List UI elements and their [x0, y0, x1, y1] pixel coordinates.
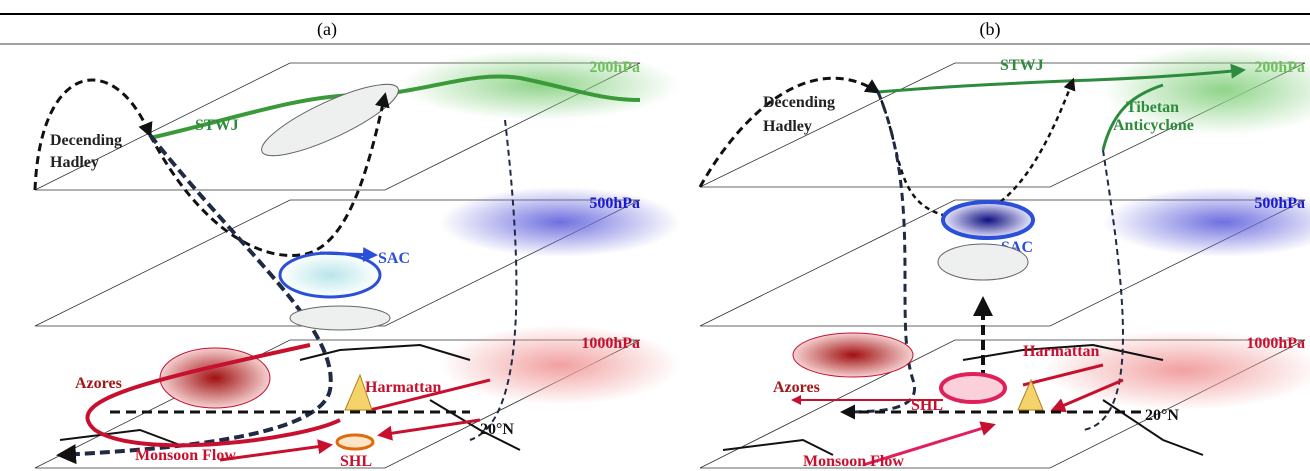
hadley-arrow: [33, 78, 153, 191]
panel-label: (a): [317, 19, 337, 40]
monsoon-label: Monsoon Flow: [803, 453, 904, 470]
level-label: 500hPa: [1254, 195, 1305, 212]
tibetan-label: Tibetan Anticyclone: [1113, 99, 1194, 134]
shade: [440, 325, 680, 405]
cloud: [937, 243, 1029, 281]
sac-label: SAC: [378, 250, 410, 267]
coastline: [59, 343, 521, 451]
jet-label: STWJ: [1000, 57, 1044, 74]
shade: [1103, 45, 1310, 135]
azores-high: [792, 332, 914, 378]
level-label: 1000hPa: [1246, 335, 1305, 352]
harmattan-arrow: [370, 378, 491, 435]
jet-stream: [877, 63, 1246, 94]
harmattan-label: Harmattan: [365, 379, 442, 396]
sac-circle: [941, 200, 1035, 240]
sail-icon: [1017, 378, 1044, 411]
circulation-arrow: [148, 92, 390, 258]
panel-b: 200hPa 500hPa 1000hPa STWJ Tibetan Anticy…: [698, 45, 1310, 470]
shade: [400, 50, 680, 120]
monsoon-arrow: [219, 439, 333, 462]
harmattan-label: Harmattan: [1023, 343, 1100, 360]
level-label: 500hPa: [589, 195, 640, 212]
latitude-label: 20°N: [480, 421, 514, 438]
shl-label: SHL: [340, 453, 372, 470]
shl-circle: [335, 433, 375, 451]
sac-circle: [278, 251, 382, 299]
hadley-label: Decending Hadley: [763, 94, 835, 135]
shade: [1043, 330, 1310, 410]
cloud: [289, 305, 391, 331]
monsoon-label: Monsoon Flow: [135, 447, 236, 464]
shade: [440, 187, 680, 257]
descent-arrow: [56, 133, 333, 465]
cloud: [261, 83, 399, 157]
level-label: 200hPa: [1254, 59, 1305, 76]
harmattan-arrow: [1022, 363, 1124, 410]
monsoon-arrow: [862, 421, 996, 467]
hadley-label: Decending Hadley: [50, 132, 122, 171]
return-arrow: [469, 119, 518, 441]
panel-a: 200hPa 500hPa 1000hPa STWJ Decending Hadl…: [33, 50, 680, 470]
panel-label: (b): [980, 19, 1001, 40]
azores-label: Azores: [773, 379, 820, 396]
latitude-label: 20°N: [1145, 407, 1179, 424]
arrow: [319, 247, 378, 263]
hadley-arrow: [698, 76, 881, 188]
shade: [1103, 187, 1310, 257]
flow-arrow: [85, 343, 341, 448]
shl-circle: [939, 372, 1007, 404]
jet-label: STWJ: [195, 117, 239, 134]
shl-label: SHL: [911, 397, 943, 414]
sail-icon: [344, 373, 373, 411]
azores-label: Azores: [75, 375, 122, 392]
return-arrow: [1082, 149, 1124, 431]
level-label: 1000hPa: [581, 335, 640, 352]
jet-stream: [149, 74, 641, 140]
anticyclone-arrow: [1101, 83, 1164, 151]
level-label: 200hPa: [589, 59, 640, 76]
